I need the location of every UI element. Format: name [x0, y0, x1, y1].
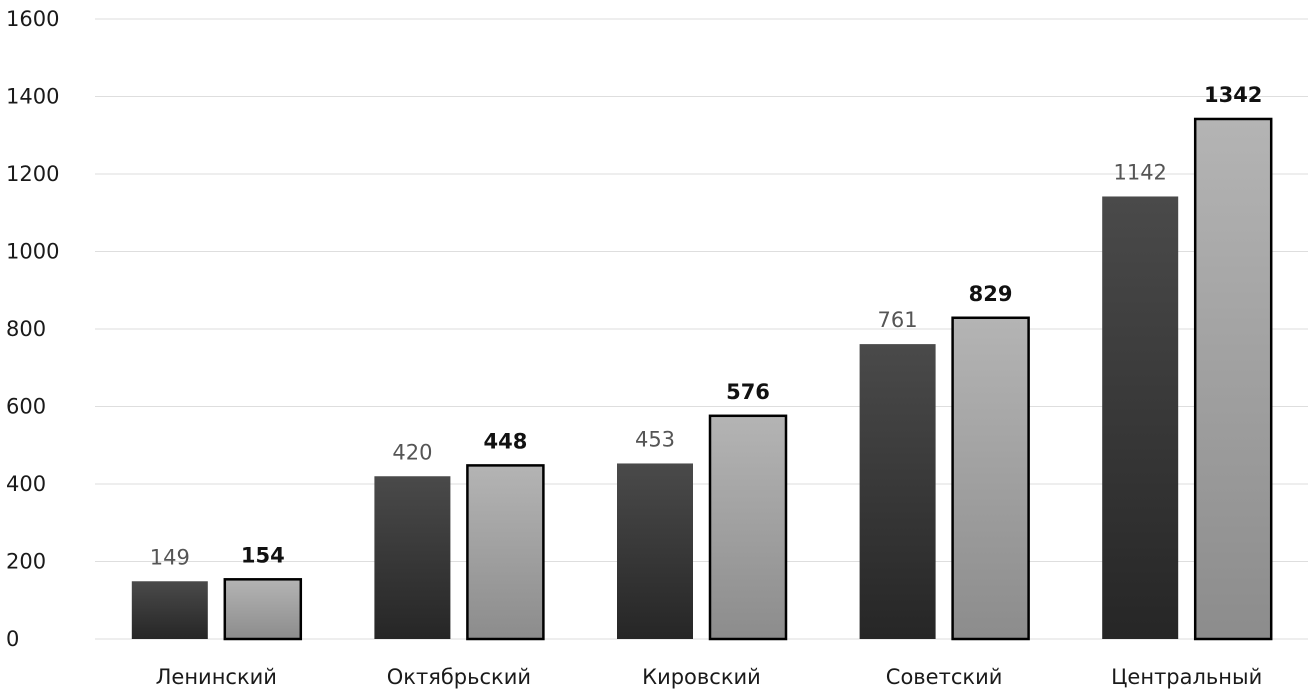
y-tick-label: 1400 — [6, 85, 59, 109]
bar-series-2 — [467, 465, 543, 639]
bar-series-2 — [1195, 119, 1271, 639]
bar-series-2 — [953, 318, 1029, 639]
bar-series-1 — [1102, 196, 1178, 639]
data-label: 154 — [241, 543, 285, 567]
category-label: Советский — [886, 665, 1003, 689]
data-labels: 149 154 420 448 453 576 761 829 1142 1342 — [150, 83, 1263, 569]
y-tick-label: 600 — [6, 395, 46, 419]
data-label: 829 — [969, 282, 1013, 306]
x-axis-category-labels: Ленинский Октябрьский Кировский Советский Це… — [156, 665, 1263, 689]
y-tick-label: 0 — [6, 627, 19, 651]
data-label: 761 — [878, 308, 918, 332]
y-tick-label: 400 — [6, 472, 46, 496]
data-label: 1342 — [1204, 83, 1262, 107]
data-label: 448 — [483, 429, 527, 453]
bar-series-2 — [225, 579, 301, 639]
y-tick-label: 800 — [6, 317, 46, 341]
bar-series-1 — [132, 581, 208, 639]
data-label: 149 — [150, 545, 190, 569]
bars — [132, 119, 1271, 639]
y-tick-label: 200 — [6, 550, 46, 574]
bar-series-1 — [617, 463, 693, 639]
data-label: 576 — [726, 380, 770, 404]
y-axis-tick-labels: 0 200 400 600 800 1000 1200 1400 1600 — [6, 7, 59, 651]
category-label: Кировский — [642, 665, 761, 689]
y-tick-label: 1200 — [6, 162, 59, 186]
category-label: Центральный — [1111, 665, 1262, 689]
y-tick-label: 1000 — [6, 240, 59, 264]
category-label: Октябрьский — [387, 665, 531, 689]
bar-series-2 — [710, 416, 786, 639]
data-label: 1142 — [1113, 160, 1166, 184]
data-label: 420 — [392, 440, 432, 464]
y-tick-label: 1600 — [6, 7, 59, 31]
bar-series-1 — [860, 344, 936, 639]
category-label: Ленинский — [156, 665, 277, 689]
data-label: 453 — [635, 427, 675, 451]
bar-series-1 — [374, 476, 450, 639]
